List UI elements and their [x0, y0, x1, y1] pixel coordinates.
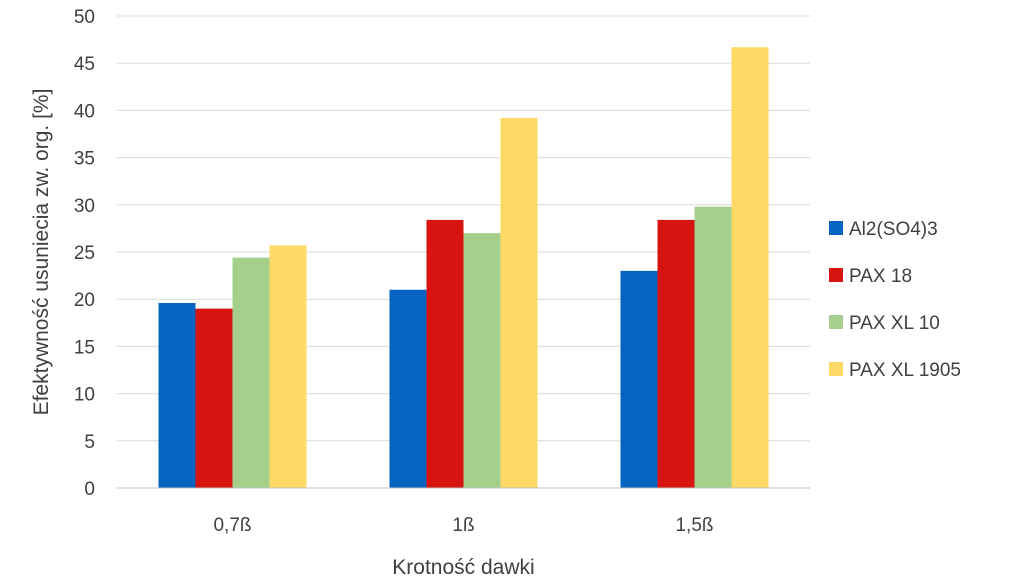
y-tick-label: 30 — [74, 196, 95, 217]
bar-pax-xl-1905-1 — [500, 117, 538, 489]
y-axis-ticks: 0 5 10 15 20 25 30 35 40 45 50 — [74, 7, 95, 500]
y-tick-label: 10 — [74, 385, 95, 406]
y-tick-label: 50 — [74, 7, 95, 28]
y-tick-label: 25 — [74, 243, 95, 264]
y-tick-label: 40 — [74, 101, 95, 122]
bar-al2-so4-3-1 — [389, 289, 427, 488]
legend-swatch — [829, 268, 843, 282]
bar-pax-18-2 — [657, 219, 695, 489]
x-axis-title: Krotność dawki — [392, 556, 534, 579]
bar-pax-xl-1905-0 — [269, 245, 307, 488]
y-tick-label: 5 — [84, 432, 95, 453]
legend-label: PAX 18 — [849, 266, 912, 287]
legend-swatch — [829, 362, 843, 376]
bars — [158, 47, 769, 489]
y-axis-title: Efektywność usuniecia zw. org. [%] — [30, 89, 53, 416]
bar-al2-so4-3-2 — [620, 270, 658, 488]
y-tick-label: 15 — [74, 337, 95, 358]
x-tick-label: 0,7ß — [213, 515, 251, 536]
bar-al2-so4-3-0 — [158, 302, 196, 488]
bar-pax-xl-1905-2 — [731, 47, 769, 488]
bar-pax-18-1 — [426, 219, 464, 489]
legend-label: PAX XL 10 — [849, 313, 940, 334]
x-tick-label: 1ß — [452, 515, 474, 536]
x-axis-ticks: 0,7ß 1ß 1,5ß — [213, 515, 713, 536]
bar-pax-xl-10-2 — [694, 206, 732, 489]
bar-pax-xl-10-0 — [232, 257, 270, 488]
bar-pax-xl-10-1 — [463, 233, 501, 488]
x-tick-label: 1,5ß — [675, 515, 713, 536]
y-tick-label: 35 — [74, 149, 95, 170]
legend-swatch — [829, 221, 843, 235]
y-tick-label: 20 — [74, 290, 95, 311]
y-tick-label: 0 — [84, 479, 95, 500]
legend-label: Al2(SO4)3 — [849, 219, 938, 240]
legend-label: PAX XL 1905 — [849, 360, 961, 381]
legend-swatch — [829, 315, 843, 329]
bar-pax-18-0 — [195, 308, 233, 488]
y-tick-label: 45 — [74, 54, 95, 75]
legend: Al2(SO4)3 PAX 18 PAX XL 10 PAX XL 1905 — [829, 219, 961, 381]
